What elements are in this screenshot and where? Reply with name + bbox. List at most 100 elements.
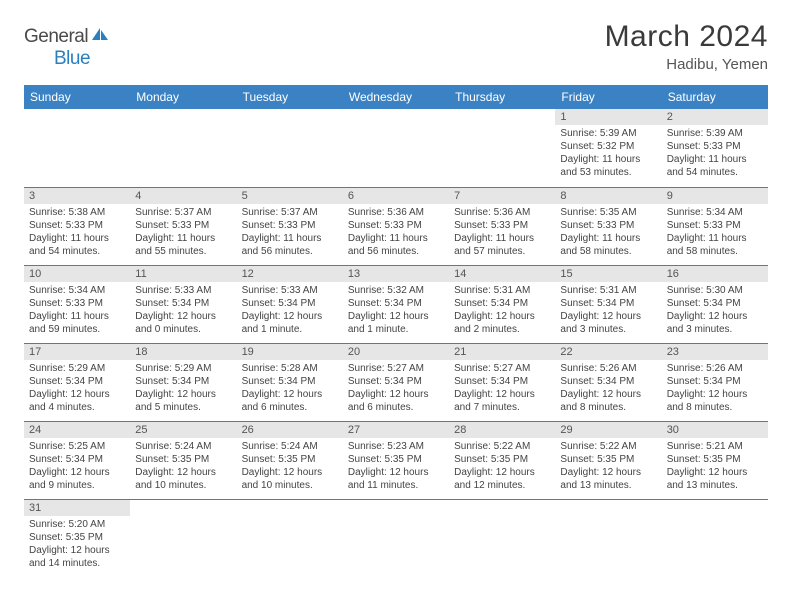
day-number: 13 (343, 266, 449, 282)
calendar-cell: 6Sunrise: 5:36 AMSunset: 5:33 PMDaylight… (343, 187, 449, 265)
page: GeneralBlue March 2024 Hadibu, Yemen Sun… (0, 0, 792, 597)
day-body: Sunrise: 5:21 AMSunset: 5:35 PMDaylight:… (662, 438, 768, 496)
dayname-mon: Monday (130, 85, 236, 109)
calendar-cell: 4Sunrise: 5:37 AMSunset: 5:33 PMDaylight… (130, 187, 236, 265)
day-number: 14 (449, 266, 555, 282)
day-number: 25 (130, 422, 236, 438)
dayname-tue: Tuesday (237, 85, 343, 109)
day-body: Sunrise: 5:20 AMSunset: 5:35 PMDaylight:… (24, 516, 130, 574)
calendar-cell: 7Sunrise: 5:36 AMSunset: 5:33 PMDaylight… (449, 187, 555, 265)
calendar-cell: 28Sunrise: 5:22 AMSunset: 5:35 PMDayligh… (449, 421, 555, 499)
calendar-cell: 24Sunrise: 5:25 AMSunset: 5:34 PMDayligh… (24, 421, 130, 499)
day-number: 28 (449, 422, 555, 438)
day-body: Sunrise: 5:26 AMSunset: 5:34 PMDaylight:… (662, 360, 768, 418)
calendar-cell: 10Sunrise: 5:34 AMSunset: 5:33 PMDayligh… (24, 265, 130, 343)
day-number: 20 (343, 344, 449, 360)
day-body: Sunrise: 5:34 AMSunset: 5:33 PMDaylight:… (662, 204, 768, 262)
day-body: Sunrise: 5:28 AMSunset: 5:34 PMDaylight:… (237, 360, 343, 418)
day-number: 1 (555, 109, 661, 125)
calendar-cell: 31Sunrise: 5:20 AMSunset: 5:35 PMDayligh… (24, 499, 130, 577)
calendar-cell: 9Sunrise: 5:34 AMSunset: 5:33 PMDaylight… (662, 187, 768, 265)
day-number: 15 (555, 266, 661, 282)
header: GeneralBlue March 2024 Hadibu, Yemen (24, 20, 768, 73)
day-number: 29 (555, 422, 661, 438)
calendar-cell: 26Sunrise: 5:24 AMSunset: 5:35 PMDayligh… (237, 421, 343, 499)
day-number: 16 (662, 266, 768, 282)
day-number: 24 (24, 422, 130, 438)
calendar-cell: 29Sunrise: 5:22 AMSunset: 5:35 PMDayligh… (555, 421, 661, 499)
calendar-cell: 15Sunrise: 5:31 AMSunset: 5:34 PMDayligh… (555, 265, 661, 343)
day-body: Sunrise: 5:35 AMSunset: 5:33 PMDaylight:… (555, 204, 661, 262)
calendar-cell: 16Sunrise: 5:30 AMSunset: 5:34 PMDayligh… (662, 265, 768, 343)
day-body: Sunrise: 5:22 AMSunset: 5:35 PMDaylight:… (449, 438, 555, 496)
day-body: Sunrise: 5:23 AMSunset: 5:35 PMDaylight:… (343, 438, 449, 496)
calendar-cell (449, 109, 555, 187)
calendar-cell: 11Sunrise: 5:33 AMSunset: 5:34 PMDayligh… (130, 265, 236, 343)
day-number: 31 (24, 500, 130, 516)
day-body: Sunrise: 5:33 AMSunset: 5:34 PMDaylight:… (130, 282, 236, 340)
day-body: Sunrise: 5:26 AMSunset: 5:34 PMDaylight:… (555, 360, 661, 418)
day-body: Sunrise: 5:24 AMSunset: 5:35 PMDaylight:… (130, 438, 236, 496)
logo-part2: Blue (24, 48, 90, 69)
calendar-cell (237, 109, 343, 187)
calendar-cell: 13Sunrise: 5:32 AMSunset: 5:34 PMDayligh… (343, 265, 449, 343)
day-body: Sunrise: 5:22 AMSunset: 5:35 PMDaylight:… (555, 438, 661, 496)
calendar-cell: 23Sunrise: 5:26 AMSunset: 5:34 PMDayligh… (662, 343, 768, 421)
calendar-cell (130, 499, 236, 577)
day-number: 21 (449, 344, 555, 360)
day-number: 17 (24, 344, 130, 360)
calendar-cell: 21Sunrise: 5:27 AMSunset: 5:34 PMDayligh… (449, 343, 555, 421)
day-number: 23 (662, 344, 768, 360)
day-body: Sunrise: 5:39 AMSunset: 5:33 PMDaylight:… (662, 125, 768, 183)
day-body: Sunrise: 5:31 AMSunset: 5:34 PMDaylight:… (449, 282, 555, 340)
logo-text: GeneralBlue (24, 26, 110, 70)
calendar-row: 24Sunrise: 5:25 AMSunset: 5:34 PMDayligh… (24, 421, 768, 499)
day-body: Sunrise: 5:33 AMSunset: 5:34 PMDaylight:… (237, 282, 343, 340)
day-body: Sunrise: 5:24 AMSunset: 5:35 PMDaylight:… (237, 438, 343, 496)
calendar-cell: 2Sunrise: 5:39 AMSunset: 5:33 PMDaylight… (662, 109, 768, 187)
day-number: 30 (662, 422, 768, 438)
calendar-cell: 17Sunrise: 5:29 AMSunset: 5:34 PMDayligh… (24, 343, 130, 421)
day-number: 5 (237, 188, 343, 204)
day-number: 9 (662, 188, 768, 204)
calendar-row: 17Sunrise: 5:29 AMSunset: 5:34 PMDayligh… (24, 343, 768, 421)
day-number: 6 (343, 188, 449, 204)
day-body: Sunrise: 5:25 AMSunset: 5:34 PMDaylight:… (24, 438, 130, 496)
day-number: 2 (662, 109, 768, 125)
day-body: Sunrise: 5:29 AMSunset: 5:34 PMDaylight:… (24, 360, 130, 418)
calendar-cell: 27Sunrise: 5:23 AMSunset: 5:35 PMDayligh… (343, 421, 449, 499)
calendar-cell (130, 109, 236, 187)
day-body: Sunrise: 5:36 AMSunset: 5:33 PMDaylight:… (343, 204, 449, 262)
day-body: Sunrise: 5:32 AMSunset: 5:34 PMDaylight:… (343, 282, 449, 340)
day-body: Sunrise: 5:27 AMSunset: 5:34 PMDaylight:… (449, 360, 555, 418)
calendar-cell: 19Sunrise: 5:28 AMSunset: 5:34 PMDayligh… (237, 343, 343, 421)
day-number: 18 (130, 344, 236, 360)
calendar-cell (343, 109, 449, 187)
day-number: 3 (24, 188, 130, 204)
calendar-cell (662, 499, 768, 577)
day-body: Sunrise: 5:31 AMSunset: 5:34 PMDaylight:… (555, 282, 661, 340)
dayname-thu: Thursday (449, 85, 555, 109)
day-body: Sunrise: 5:34 AMSunset: 5:33 PMDaylight:… (24, 282, 130, 340)
calendar-cell: 20Sunrise: 5:27 AMSunset: 5:34 PMDayligh… (343, 343, 449, 421)
day-number: 11 (130, 266, 236, 282)
calendar-cell: 12Sunrise: 5:33 AMSunset: 5:34 PMDayligh… (237, 265, 343, 343)
calendar-cell: 18Sunrise: 5:29 AMSunset: 5:34 PMDayligh… (130, 343, 236, 421)
calendar-cell (555, 499, 661, 577)
calendar-cell: 1Sunrise: 5:39 AMSunset: 5:32 PMDaylight… (555, 109, 661, 187)
day-body: Sunrise: 5:27 AMSunset: 5:34 PMDaylight:… (343, 360, 449, 418)
sail-icon (90, 26, 110, 48)
calendar-cell: 30Sunrise: 5:21 AMSunset: 5:35 PMDayligh… (662, 421, 768, 499)
page-title: March 2024 (605, 20, 768, 54)
calendar-cell (24, 109, 130, 187)
calendar-row: 10Sunrise: 5:34 AMSunset: 5:33 PMDayligh… (24, 265, 768, 343)
day-number: 22 (555, 344, 661, 360)
day-number: 8 (555, 188, 661, 204)
calendar-row: 3Sunrise: 5:38 AMSunset: 5:33 PMDaylight… (24, 187, 768, 265)
dayname-sun: Sunday (24, 85, 130, 109)
dayname-wed: Wednesday (343, 85, 449, 109)
calendar-cell (343, 499, 449, 577)
title-block: March 2024 Hadibu, Yemen (605, 20, 768, 73)
day-number: 12 (237, 266, 343, 282)
day-number: 27 (343, 422, 449, 438)
